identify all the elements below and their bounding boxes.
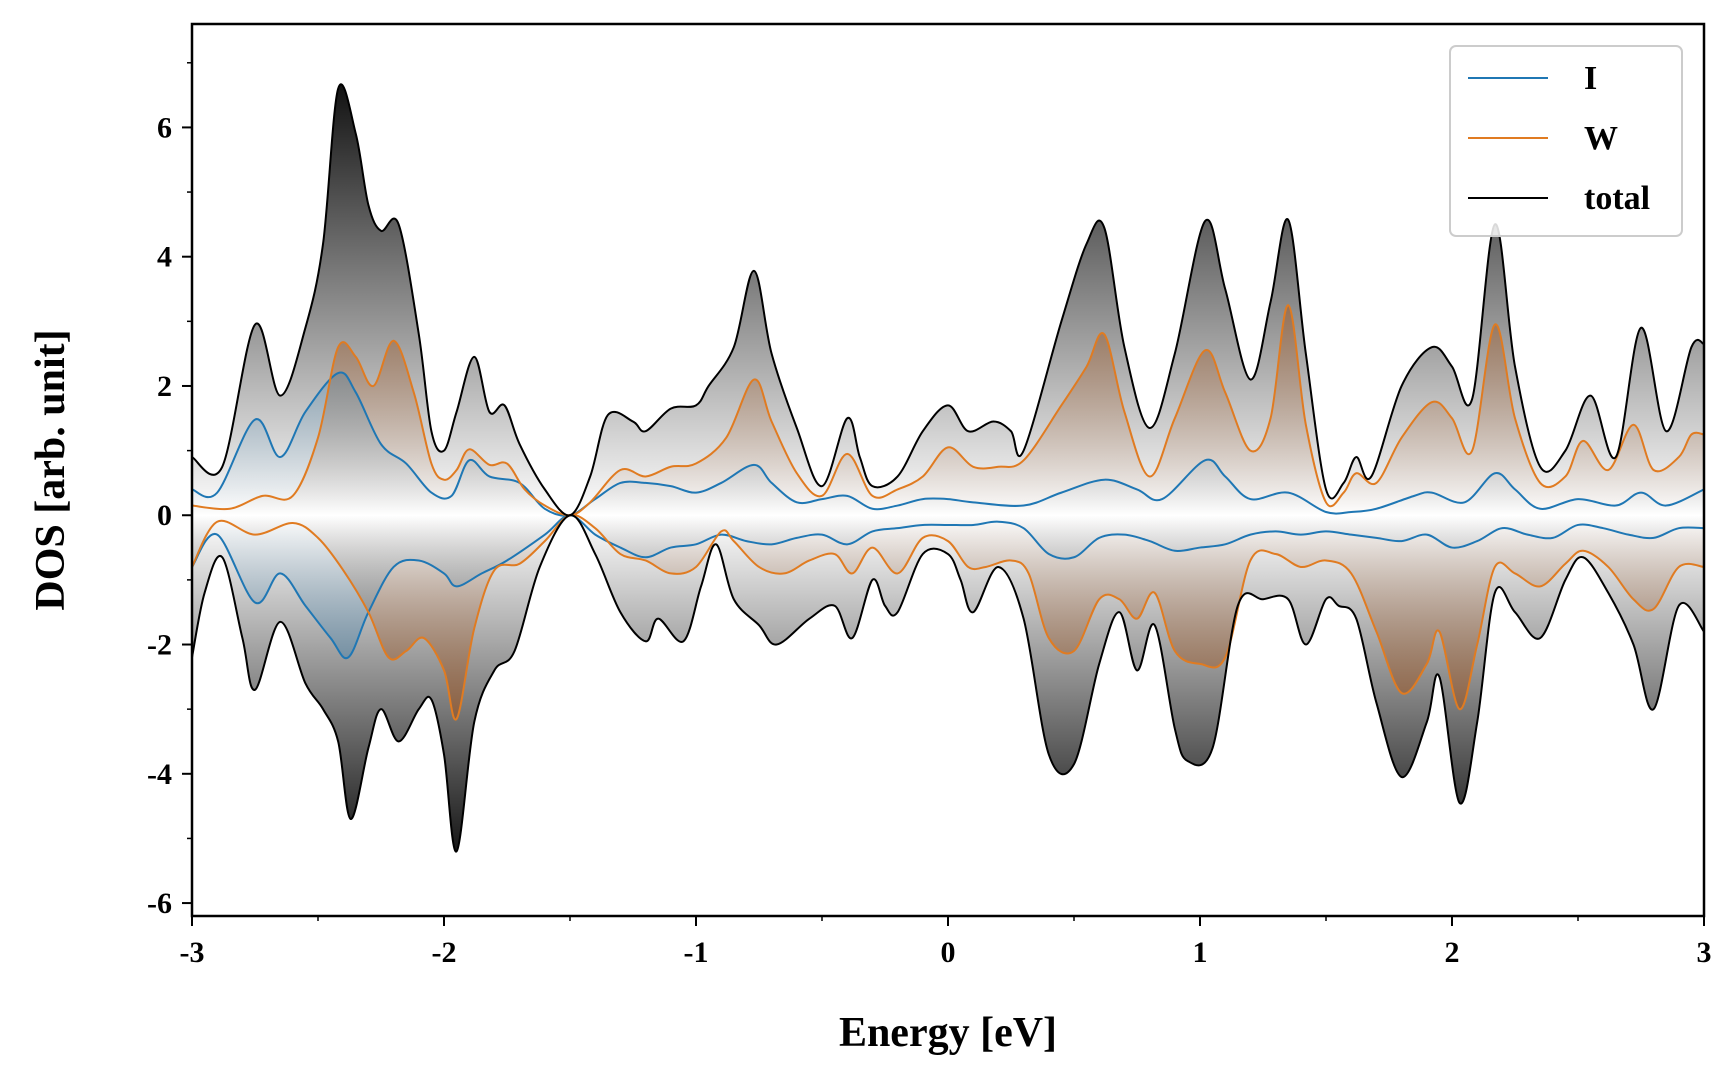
x-tick-label: 2 — [1445, 936, 1460, 969]
x-tick-label: -3 — [180, 936, 205, 969]
y-tick-label: 6 — [157, 111, 172, 144]
i-up-fill — [192, 372, 1704, 516]
y-tick-label: 4 — [157, 241, 172, 274]
x-tick-label: 3 — [1697, 936, 1712, 969]
y-tick-label: 0 — [157, 499, 172, 532]
x-tick-label: -1 — [684, 936, 709, 969]
x-tick-label: 1 — [1193, 936, 1208, 969]
y-tick-label: -4 — [147, 758, 172, 791]
axes: -3 -2 -1 0 1 2 3 -6 -4 -2 0 2 4 6 — [147, 22, 1712, 969]
x-tick-label: -2 — [432, 936, 457, 969]
y-axis-label: DOS [arb. unit] — [28, 329, 74, 610]
w-down-line — [192, 513, 1704, 721]
legend-label-total: total — [1584, 180, 1650, 217]
legend-label-i: I — [1584, 60, 1597, 97]
x-tick-label: 0 — [941, 936, 956, 969]
i-up-line — [192, 371, 1704, 517]
i-down-line — [192, 514, 1704, 660]
i-down-fill — [192, 515, 1704, 659]
y-tick-label: 2 — [157, 370, 172, 403]
y-tick-label: -6 — [147, 887, 172, 920]
y-tick-label: -2 — [147, 629, 172, 662]
legend-label-w: W — [1584, 120, 1618, 157]
series-lines — [192, 83, 1704, 853]
legend-box — [1449, 45, 1683, 237]
total-up-line — [192, 83, 1704, 517]
w-up-line — [192, 304, 1704, 517]
x-axis-label: Energy [eV] — [839, 1010, 1057, 1056]
total-down-line — [192, 514, 1704, 853]
